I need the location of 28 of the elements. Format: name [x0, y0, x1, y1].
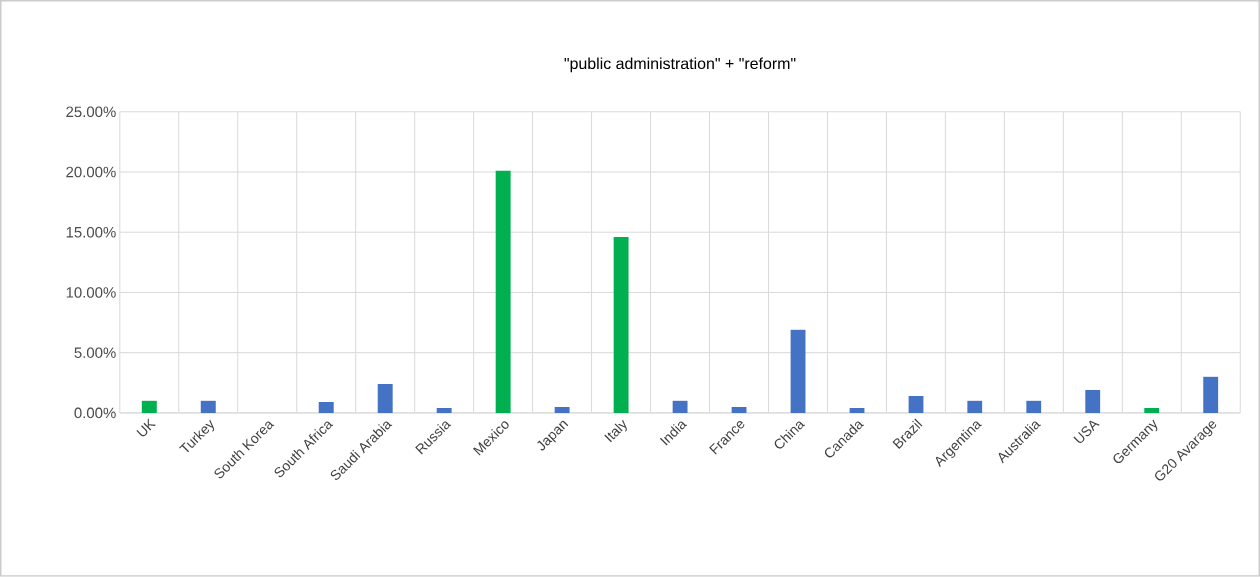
- y-tick-label: 0.00%: [74, 407, 116, 419]
- x-tick-label: UK: [136, 418, 156, 437]
- bar: [613, 237, 629, 414]
- bar: [436, 408, 452, 414]
- bar: [849, 408, 865, 414]
- bar: [495, 170, 511, 414]
- bar: [1085, 390, 1101, 414]
- bar: [318, 402, 334, 414]
- bar: [1144, 408, 1160, 414]
- bar: [731, 407, 747, 414]
- x-tick-label: USA: [1073, 420, 1100, 444]
- bar: [554, 407, 570, 414]
- bar: [790, 329, 806, 414]
- y-tick-label: 15.00%: [66, 227, 116, 238]
- y-tick-label: 25.00%: [66, 106, 116, 118]
- bar: [200, 401, 216, 414]
- bar: [967, 401, 983, 414]
- bar: [1026, 401, 1042, 414]
- x-tick-label: Italy: [604, 419, 627, 443]
- y-tick-label: 20.00%: [66, 166, 116, 178]
- y-tick-label: 10.00%: [66, 287, 116, 298]
- bar: [1203, 376, 1219, 414]
- y-tick-label: 5.00%: [74, 347, 116, 359]
- bar: [141, 401, 157, 414]
- bar: [377, 384, 393, 414]
- bar: [672, 401, 688, 414]
- chart-title: "public administration" + "reform": [564, 57, 796, 73]
- bar: [908, 396, 924, 414]
